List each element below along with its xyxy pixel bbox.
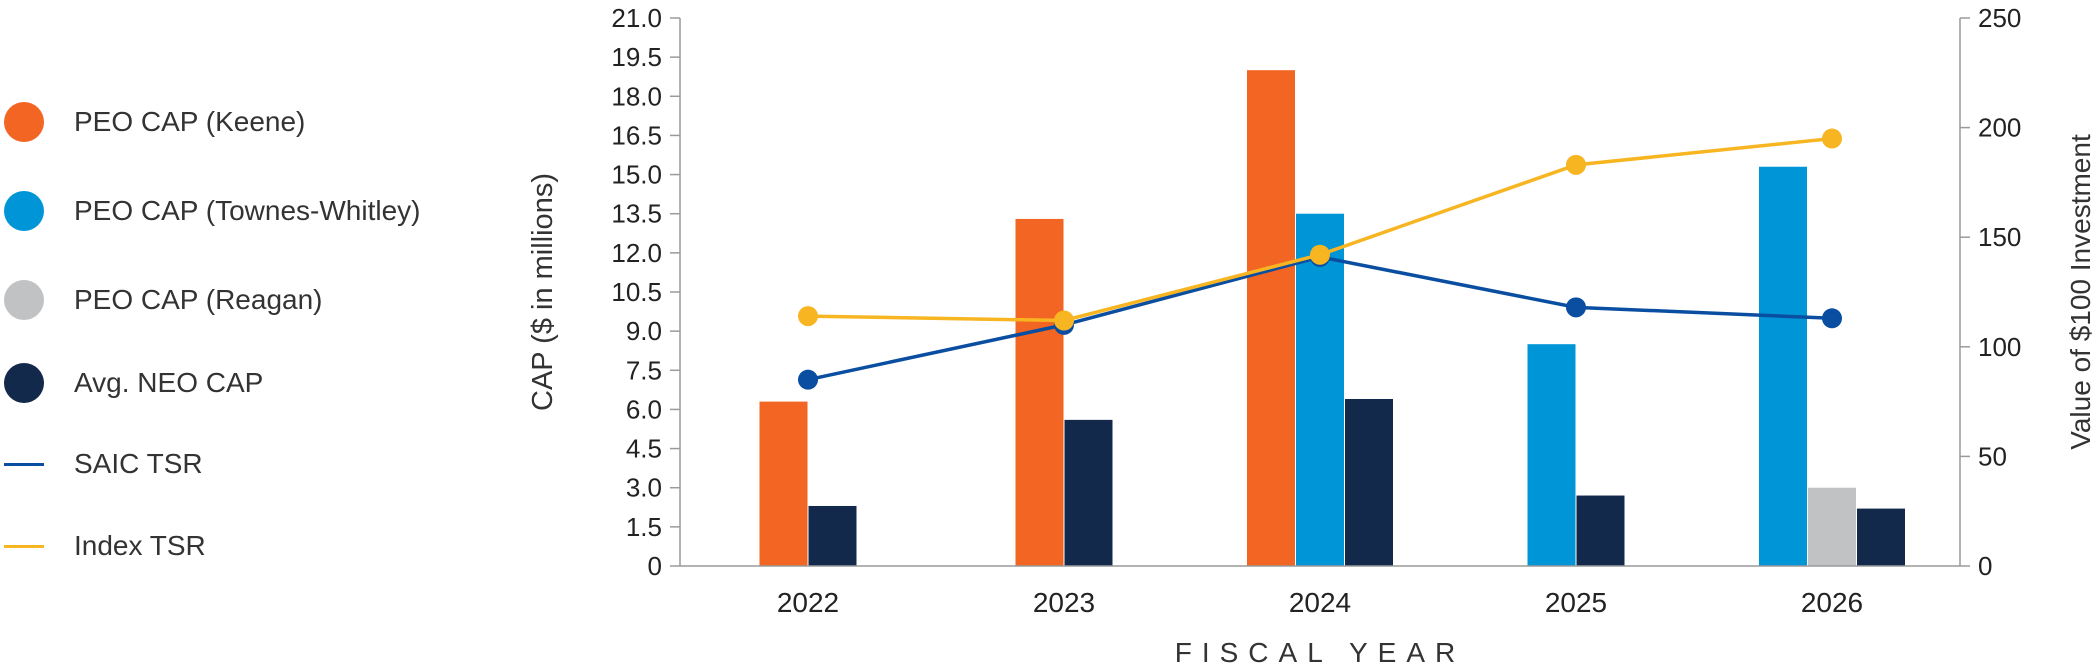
bar-avg-neo-cap-2024 [1345,398,1393,566]
legend-line-saic-tsr [4,462,44,466]
x-tick-label-2022: 2022 [777,587,839,618]
bar-peo-cap-townes-whitley-2025 [1527,344,1576,566]
point-saic-tsr-2022 [798,369,818,390]
y-right-axis-title: Value of $100 Investment [2065,134,2096,450]
point-index-tsr-2022 [798,306,818,327]
y-right-tick-label: 250 [1978,3,2021,33]
legend-label-peo-cap-townes-whitley: PEO CAP (Townes-Whitley) [74,195,421,226]
point-index-tsr-2026 [1822,128,1842,149]
point-index-tsr-2023 [1054,310,1074,331]
legend-label-saic-tsr: SAIC TSR [74,448,203,479]
y-right-tick-label: 50 [1978,441,2007,471]
bar-peo-cap-keene-2022 [759,401,808,566]
legend-item-avg-neo-cap: Avg. NEO CAP [0,353,263,413]
y-tick-label: 12.0 [611,238,662,268]
legend-item-saic-tsr: SAIC TSR [0,434,203,494]
y-right-tick-label: 150 [1978,222,2021,252]
legend-swatch-peo-cap-reagan [4,280,44,320]
y-right-tick-label: 0 [1978,551,1992,581]
legend-label-index-tsr: Index TSR [74,530,206,561]
y-tick-label: 0 [648,551,662,581]
bar-peo-cap-reagan-2026 [1808,487,1856,566]
y-tick-label: 7.5 [626,355,662,385]
bar-peo-cap-keene-2023 [1015,218,1064,566]
x-axis-title: FISCAL YEAR [1175,637,1466,668]
legend-line-index-tsr [4,544,44,548]
point-saic-tsr-2025 [1566,297,1586,318]
y-tick-label: 10.5 [611,277,662,307]
y-tick-label: 9.0 [626,316,662,346]
bar-avg-neo-cap-2026 [1857,508,1905,566]
legend-swatch-peo-cap-keene [4,102,44,142]
y-tick-label: 18.0 [611,81,662,111]
y-right-tick-label: 100 [1978,332,2021,362]
x-tick-label-2024: 2024 [1289,587,1351,618]
x-tick-label-2026: 2026 [1801,587,1863,618]
legend-item-index-tsr: Index TSR [0,516,206,576]
bar-peo-cap-townes-whitley-2024 [1296,213,1344,566]
y-right-tick-label: 200 [1978,113,2021,143]
y-tick-label: 3.0 [626,473,662,503]
y-tick-label: 19.5 [611,42,662,72]
legend-swatch-avg-neo-cap [4,363,44,403]
legend-item-peo-cap-reagan: PEO CAP (Reagan) [0,270,323,330]
legend-swatch-peo-cap-townes-whitley [4,191,44,231]
legend-item-peo-cap-keene: PEO CAP (Keene) [0,92,305,152]
y-tick-label: 21.0 [611,3,662,33]
legend-label-peo-cap-keene: PEO CAP (Keene) [74,106,306,137]
bar-avg-neo-cap-2025 [1576,495,1625,566]
legend-label-peo-cap-reagan: PEO CAP (Reagan) [74,284,323,315]
x-tick-label-2025: 2025 [1545,587,1607,618]
y-tick-label: 6.0 [626,394,662,424]
bar-avg-neo-cap-2022 [808,505,857,566]
y-tick-label: 16.5 [611,120,662,150]
y-axis-title: CAP ($ in millions) [527,173,559,411]
legend-label-avg-neo-cap: Avg. NEO CAP [74,367,264,398]
point-index-tsr-2025 [1566,154,1586,175]
y-tick-label: 1.5 [626,512,662,542]
point-saic-tsr-2026 [1822,308,1842,329]
bar-peo-cap-townes-whitley-2026 [1759,166,1807,566]
legend-item-peo-cap-townes-whitley: PEO CAP (Townes-Whitley) [0,181,420,241]
bar-peo-cap-keene-2024 [1247,70,1295,566]
y-tick-label: 4.5 [626,434,662,464]
point-index-tsr-2024 [1310,244,1330,265]
y-tick-label: 13.5 [611,199,662,229]
y-tick-label: 15.0 [611,160,662,190]
bar-avg-neo-cap-2023 [1064,419,1113,566]
x-tick-label-2023: 2023 [1033,587,1095,618]
